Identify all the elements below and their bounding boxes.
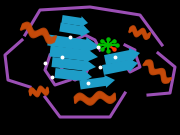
Polygon shape — [49, 45, 98, 63]
Polygon shape — [51, 57, 96, 73]
Polygon shape — [104, 48, 140, 65]
Polygon shape — [59, 23, 90, 37]
Polygon shape — [102, 58, 138, 75]
Polygon shape — [47, 35, 100, 53]
Polygon shape — [79, 75, 115, 90]
Polygon shape — [61, 15, 88, 28]
Polygon shape — [55, 68, 92, 83]
